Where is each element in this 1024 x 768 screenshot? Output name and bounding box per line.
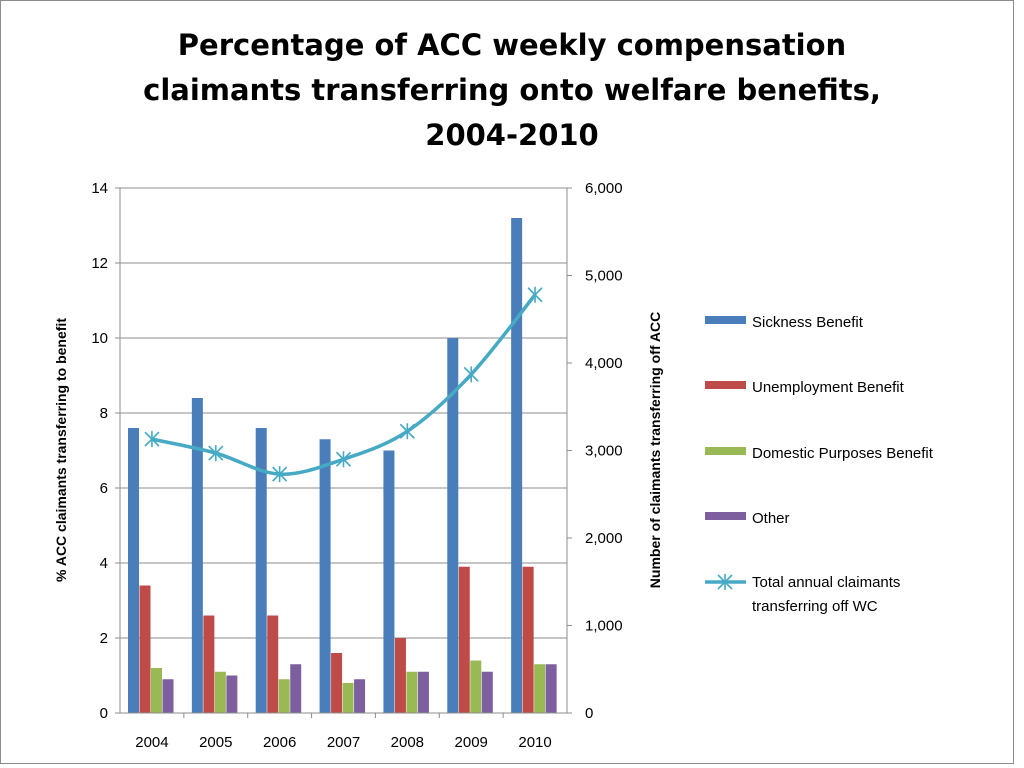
line-point-marker (208, 445, 224, 462)
x-tick-label: 2008 (391, 734, 424, 751)
y-tick-label-left: 4 (100, 555, 108, 572)
y-tick-label-left: 14 (91, 180, 108, 197)
legend-label: Domestic Purposes Benefit (752, 445, 934, 462)
bar-sickness-benefit (191, 398, 203, 713)
bar-unemployment-benefit (203, 615, 215, 713)
y-tick-label-right: 1,000 (585, 618, 623, 635)
bar-unemployment-benefit (522, 566, 534, 713)
bar-sickness-benefit (447, 338, 459, 713)
legend-label: Other (752, 510, 790, 527)
bar-domestic-purposes-benefit (342, 683, 354, 713)
y-tick-label-right: 6,000 (585, 180, 623, 197)
bar-domestic-purposes-benefit (406, 671, 418, 713)
legend: Sickness Benefit Unemployment Benefit Dome… (705, 314, 934, 615)
line-point-marker (463, 366, 479, 383)
bar-domestic-purposes-benefit (151, 668, 162, 713)
title-line-2: claimants transferring onto welfare bene… (143, 73, 881, 107)
title-line-1: Percentage of ACC weekly compensation (178, 28, 846, 62)
legend-label: Sickness Benefit (752, 314, 864, 331)
total-line-series (144, 286, 543, 483)
legend-label: Unemployment Benefit (752, 379, 905, 396)
line-point-marker (527, 286, 543, 303)
bar-sickness-benefit (511, 218, 523, 713)
y-tick-label-right: 4,000 (585, 355, 623, 372)
x-tick-label: 2007 (327, 734, 360, 751)
axes (115, 187, 572, 718)
bar-domestic-purposes-benefit (278, 679, 290, 713)
y-axis-label-right: Number of claimants transferring off ACC (647, 312, 663, 588)
x-tick-label: 2006 (263, 734, 296, 751)
legend-swatch (705, 512, 746, 520)
chart-title: Percentage of ACC weekly compensation cl… (143, 28, 881, 152)
bar-sickness-benefit (128, 428, 139, 713)
bar-sickness-benefit (255, 428, 267, 713)
legend-swatch (705, 316, 746, 324)
y-tick-label-left: 6 (100, 480, 108, 497)
legend-line-marker (717, 574, 733, 590)
x-tick-label: 2005 (199, 734, 232, 751)
x-tick-label: 2009 (455, 734, 488, 751)
x-tick-label: 2010 (518, 734, 551, 751)
bar-unemployment-benefit (139, 585, 151, 713)
y-axis-label-left: % ACC claimants transferring to benefit (53, 318, 69, 582)
y-tick-label-left: 12 (91, 255, 108, 272)
bar-other (290, 664, 302, 713)
bar-other (226, 675, 238, 713)
y-tick-label-right: 3,000 (585, 443, 623, 460)
y-tick-label-left: 2 (100, 630, 108, 647)
y-tick-label-right: 2,000 (585, 530, 623, 547)
bar-unemployment-benefit (267, 615, 279, 713)
bar-domestic-purposes-benefit (534, 664, 546, 713)
y-tick-label-left: 0 (100, 705, 108, 722)
legend-swatch (705, 381, 746, 389)
bar-domestic-purposes-benefit (214, 671, 226, 713)
title-line-3: 2004-2010 (425, 118, 598, 152)
line-point-marker (272, 466, 288, 483)
line-point-marker (399, 423, 415, 440)
bar-sickness-benefit (319, 439, 331, 713)
legend-swatch (705, 447, 746, 455)
bar-other (162, 679, 174, 713)
bar-unemployment-benefit (394, 638, 406, 713)
bar-unemployment-benefit (458, 566, 470, 713)
line-point-marker (144, 431, 160, 448)
tick-labels: 0 2 4 6 8 10 12 14 0 1,000 2,000 3,000 4,000 5,000 6,0… (91, 180, 622, 751)
line-point-marker (335, 451, 352, 468)
bar-other (545, 664, 557, 713)
y-tick-label-left: 8 (100, 405, 108, 422)
bar-other (481, 671, 493, 713)
x-tick-label: 2004 (135, 734, 168, 751)
bar-sickness-benefit (383, 450, 395, 713)
y-tick-label-right: 5,000 (585, 268, 623, 285)
bar-other (417, 671, 429, 713)
bars (128, 218, 557, 713)
legend-label: Total annual claimants (752, 574, 900, 591)
bar-unemployment-benefit (331, 653, 343, 713)
gridlines (120, 187, 567, 639)
legend-label: transferring off WC (752, 598, 878, 615)
bar-other (354, 679, 366, 713)
y-tick-label-left: 10 (91, 330, 108, 347)
y-tick-label-right: 0 (585, 705, 593, 722)
bar-domestic-purposes-benefit (470, 660, 482, 713)
